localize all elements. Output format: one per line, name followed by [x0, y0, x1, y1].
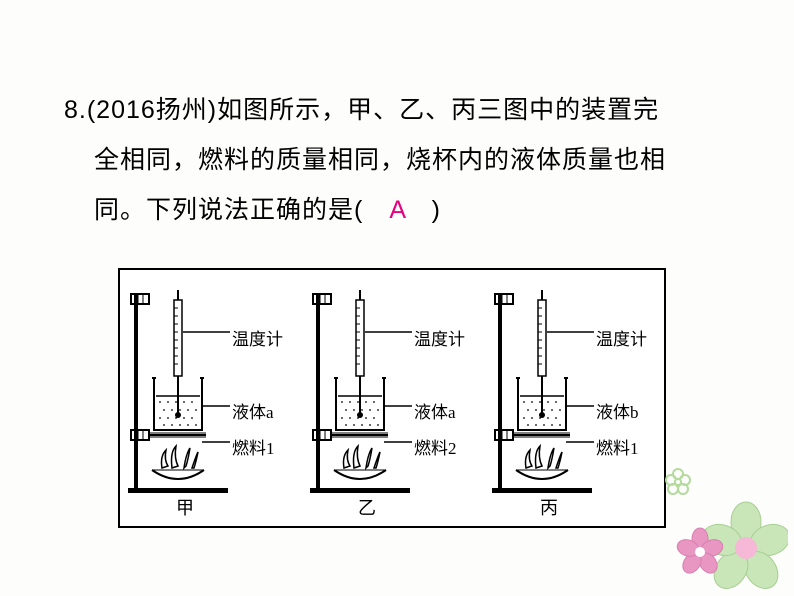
question-line3-prefix: 同。下列说法正确的是(: [94, 196, 389, 224]
flower-decor: [658, 460, 788, 590]
answer-letter: A: [389, 196, 405, 224]
apparatus-svg: [302, 270, 484, 526]
apparatus-yi: 温度计 液体a 燃料2 乙: [302, 270, 484, 526]
question-line2: 全相同，燃料的质量相同，烧杯内的液体质量也相: [94, 146, 666, 174]
sub-label-yi: 乙: [358, 494, 376, 520]
apparatus-jia: 温度计 液体a 燃料1 甲: [120, 270, 302, 526]
label-liquid: 液体b: [596, 398, 639, 423]
label-liquid: 液体a: [232, 398, 274, 423]
label-thermometer: 温度计: [596, 325, 647, 350]
sub-label-bing: 丙: [540, 494, 558, 520]
label-thermometer: 温度计: [414, 325, 465, 350]
figure-box: 温度计 液体a 燃料1 甲: [118, 268, 666, 528]
apparatus-svg: [484, 270, 666, 526]
label-fuel: 燃料1: [232, 434, 275, 459]
apparatus-svg: [120, 270, 302, 526]
question-line1: 8.(2016扬州)如图所示，甲、乙、丙三图中的装置完: [64, 96, 659, 124]
question-line3-suffix: ): [406, 196, 441, 224]
sub-label-jia: 甲: [176, 494, 194, 520]
label-fuel: 燃料1: [596, 434, 639, 459]
label-liquid: 液体a: [414, 398, 456, 423]
apparatus-bing: 温度计 液体b 燃料1 丙: [484, 270, 666, 526]
label-thermometer: 温度计: [232, 325, 283, 350]
question-text: 8.(2016扬州)如图所示，甲、乙、丙三图中的装置完 全相同，燃料的质量相同，…: [64, 85, 734, 235]
label-fuel: 燃料2: [414, 434, 457, 459]
